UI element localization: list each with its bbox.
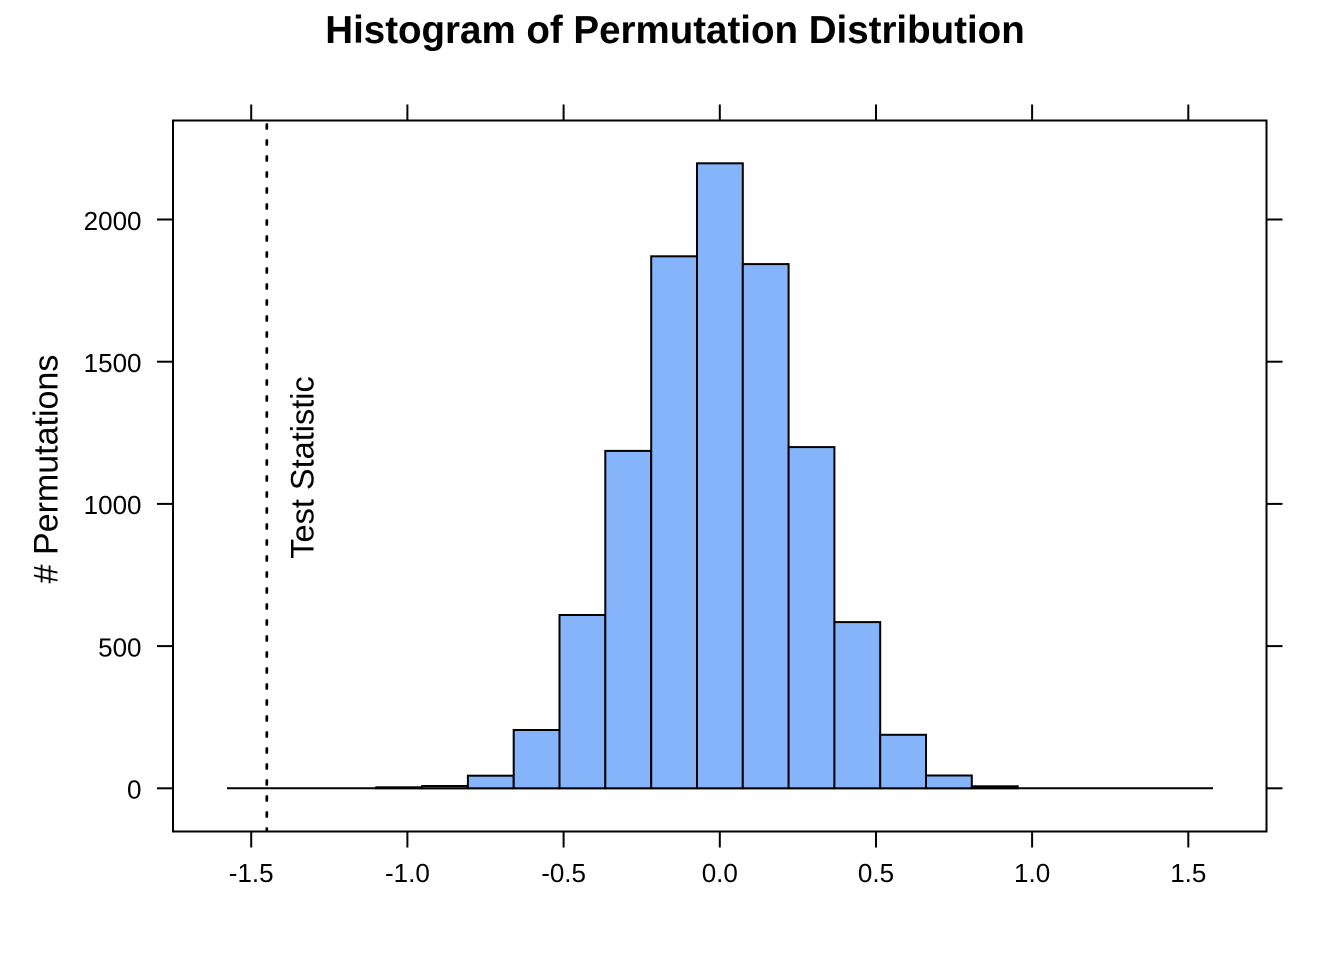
svg-text:500: 500 bbox=[98, 632, 141, 662]
svg-text:0: 0 bbox=[127, 775, 141, 805]
svg-text:2000: 2000 bbox=[84, 206, 142, 236]
svg-text:Test Statistic: Test Statistic bbox=[285, 376, 321, 558]
svg-text:1000: 1000 bbox=[84, 490, 142, 520]
svg-text:1.0: 1.0 bbox=[1014, 858, 1050, 888]
svg-text:Histogram of Permutation Distr: Histogram of Permutation Distribution bbox=[325, 9, 1024, 52]
svg-text:1500: 1500 bbox=[84, 348, 142, 378]
svg-text:-0.5: -0.5 bbox=[541, 858, 586, 888]
svg-text:0.5: 0.5 bbox=[858, 858, 894, 888]
svg-text:0.0: 0.0 bbox=[702, 858, 738, 888]
svg-text:1.5: 1.5 bbox=[1170, 858, 1206, 888]
svg-text:-1.0: -1.0 bbox=[385, 858, 430, 888]
svg-text:# Permutations: # Permutations bbox=[28, 355, 66, 584]
svg-text:-1.5: -1.5 bbox=[229, 858, 274, 888]
